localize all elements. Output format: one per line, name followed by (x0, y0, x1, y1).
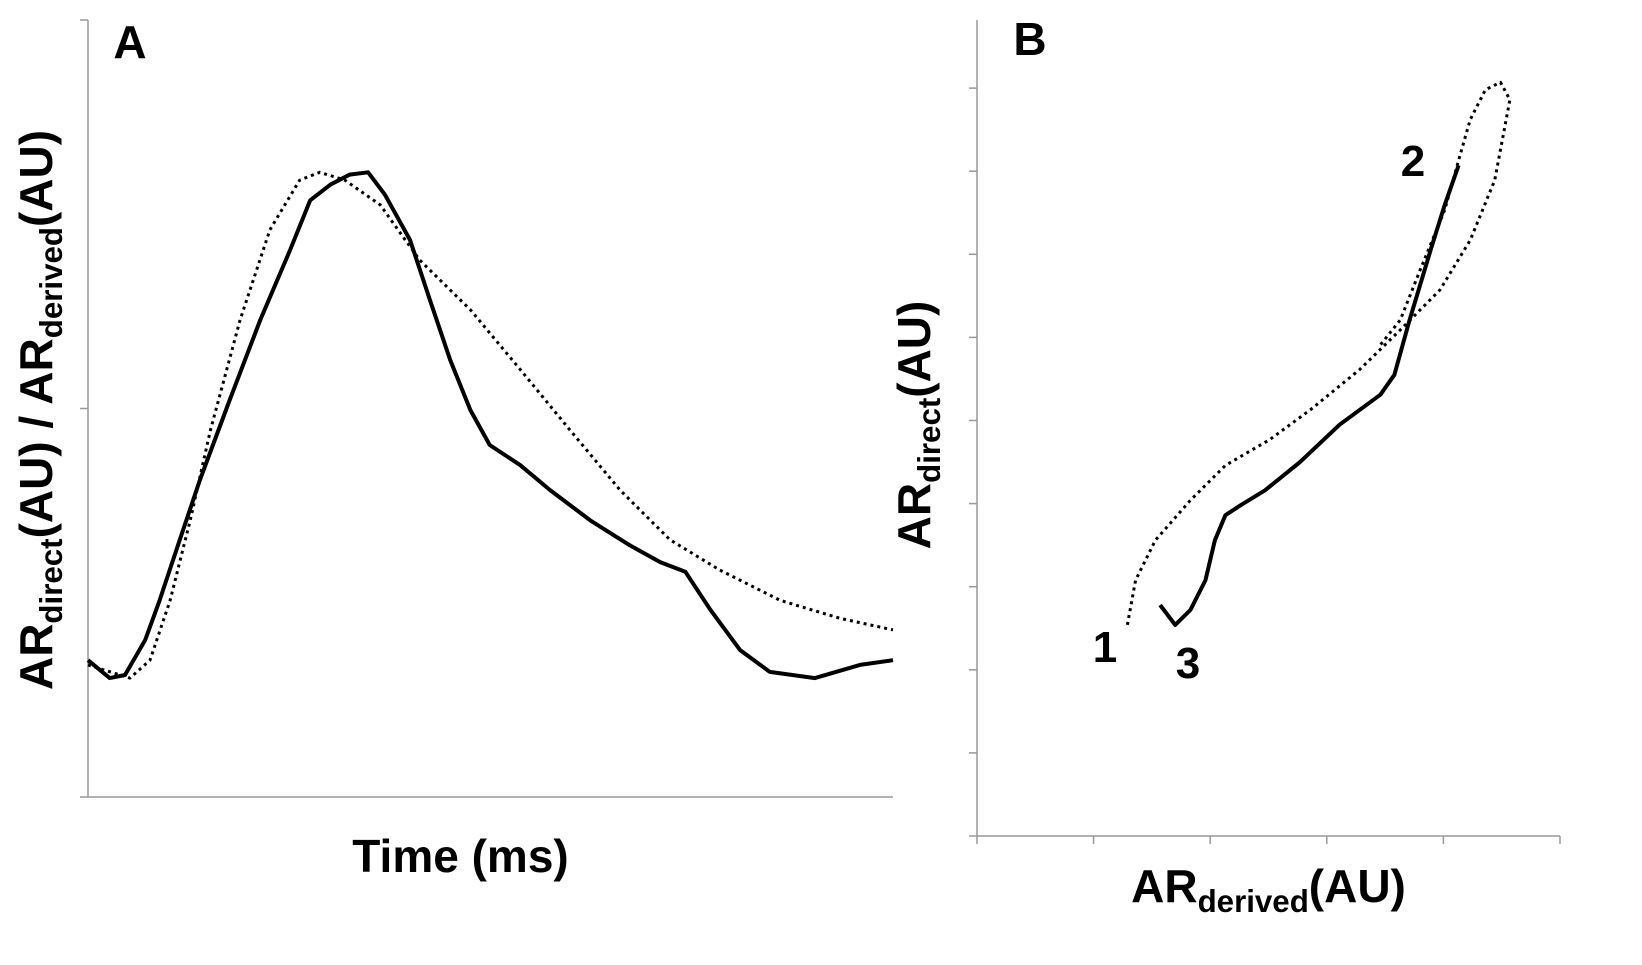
x-axis-label-subscript: derived (1198, 884, 1309, 919)
dotted-line (1125, 80, 1512, 626)
point-annotation: 2 (1401, 137, 1425, 186)
panel-label: A (113, 16, 146, 68)
point-annotation: 3 (1176, 639, 1200, 688)
x-axis-label: Time (ms) (352, 830, 568, 882)
x-axis-label-part: (AU) (1309, 860, 1406, 912)
x-axis-label: ARderived(AU) (1131, 860, 1406, 919)
y-axis-label-part: (AU) / AR (10, 338, 62, 538)
y-axis-label-subscript: direct (912, 397, 947, 483)
y-axis-label-part: AR (888, 483, 940, 549)
solid-line (86, 170, 894, 681)
solid-line (1158, 164, 1461, 627)
x-axis-label-part: AR (1131, 860, 1197, 912)
y-axis-label-part: (AU) (888, 301, 940, 398)
point-annotation: 1 (1093, 623, 1117, 672)
y-axis-label-subscript: derived (34, 227, 69, 338)
panel-label: B (1013, 13, 1046, 65)
y-axis-label-subscript: direct (34, 538, 69, 624)
dotted-line (87, 170, 894, 680)
y-axis-label-part: (AU) (10, 130, 62, 227)
y-axis-label: ARdirect(AU) (888, 301, 947, 550)
y-axis-label-part: AR (10, 624, 62, 690)
y-axis-label: ARdirect(AU) / ARderived(AU) (10, 130, 69, 690)
